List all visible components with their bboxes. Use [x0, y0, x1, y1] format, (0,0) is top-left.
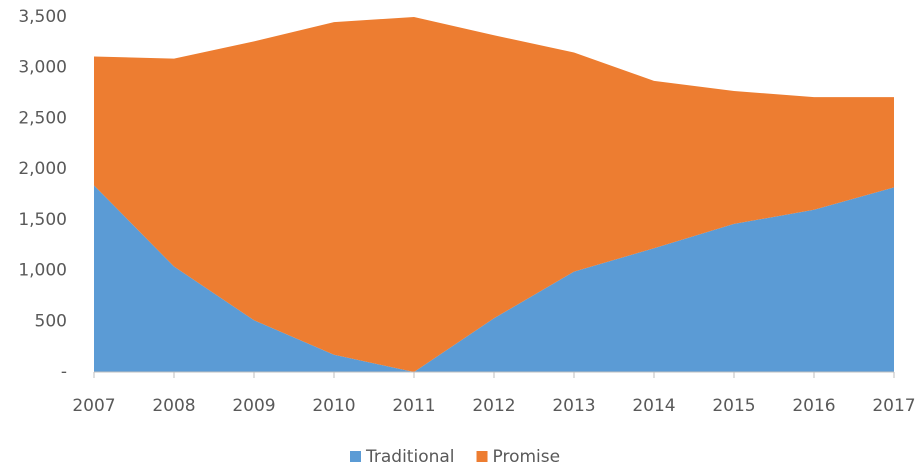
- x-tick-label: 2015: [712, 396, 755, 416]
- y-tick-label: 500: [35, 311, 67, 331]
- y-tick-label: 3,500: [18, 7, 67, 27]
- area: [94, 17, 894, 372]
- area: [94, 185, 894, 372]
- x-tick-label: 2012: [472, 396, 515, 416]
- x-tick-label: 2007: [72, 396, 115, 416]
- y-tick-label: -: [61, 362, 67, 382]
- y-tick-label: 3,000: [18, 58, 67, 78]
- x-tick-label: 2017: [872, 396, 915, 416]
- legend-label: Traditional: [365, 447, 455, 467]
- x-tick-label: 2016: [792, 396, 835, 416]
- y-tick-label: 1,500: [18, 210, 67, 230]
- x-tick-label: 2010: [312, 396, 355, 416]
- y-tick-label: 1,000: [18, 261, 67, 281]
- legend-swatch: [350, 451, 361, 462]
- legend-swatch: [476, 451, 488, 462]
- x-tick-label: 2011: [392, 396, 435, 416]
- y-tick-label: 2,000: [18, 159, 67, 179]
- y-tick-label: 2,500: [18, 108, 67, 128]
- x-tick-label: 2009: [232, 396, 275, 416]
- x-tick-label: 2013: [552, 396, 595, 416]
- x-tick-label: 2014: [632, 396, 675, 416]
- x-tick-label: 2008: [152, 396, 195, 416]
- legend-label: Promise: [493, 447, 561, 467]
